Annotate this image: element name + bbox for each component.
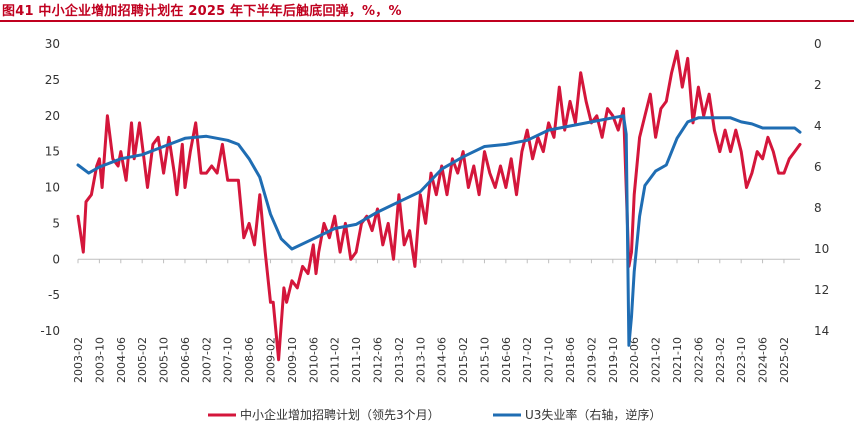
y-left-tick-label: 20 bbox=[45, 109, 60, 123]
series-line-u3-unemployment bbox=[76, 114, 802, 347]
legend-label-blue: U3失业率（右轴，逆序） bbox=[525, 407, 661, 422]
x-tick-label: 2009-10 bbox=[286, 337, 299, 383]
x-tick-label: 2009-02 bbox=[265, 337, 278, 383]
series-line-hiring-plans bbox=[76, 49, 802, 362]
series-lines bbox=[76, 49, 802, 362]
x-tick-label: 2017-02 bbox=[521, 337, 534, 383]
x-tick-label: 2024-06 bbox=[757, 337, 770, 383]
x-tick-label: 2003-02 bbox=[72, 337, 85, 383]
x-tick-label: 2019-02 bbox=[585, 337, 598, 383]
x-tick-label: 2023-10 bbox=[735, 337, 748, 383]
x-tick-label: 2010-06 bbox=[307, 337, 320, 383]
y-right-tick-label: 6 bbox=[814, 160, 822, 174]
x-tick-label: 2007-02 bbox=[200, 337, 213, 383]
y-right-tick-label: 14 bbox=[814, 324, 829, 338]
x-tick-label: 2004-06 bbox=[115, 337, 128, 383]
x-tick-label: 2005-10 bbox=[158, 337, 171, 383]
x-tick-label: 2016-06 bbox=[500, 337, 513, 383]
y-right-tick-label: 10 bbox=[814, 242, 829, 256]
x-tick-label: 2017-10 bbox=[543, 337, 556, 383]
y-right-tick-label: 0 bbox=[814, 37, 822, 51]
y-left-tick-label: 15 bbox=[45, 145, 60, 159]
x-tick-label: 2021-10 bbox=[671, 337, 684, 383]
x-tick-label: 2011-10 bbox=[350, 337, 363, 383]
y-right-tick-label: 2 bbox=[814, 78, 822, 92]
x-tick-label: 2018-06 bbox=[564, 337, 577, 383]
axes: -10 -5 0 5 10 15 20 25 30 0 2 4 6 8 10 12 14 2003-02 2003-… bbox=[40, 37, 829, 383]
x-tick-label: 2014-06 bbox=[436, 337, 449, 383]
y-left-tick-label: 5 bbox=[52, 216, 60, 230]
y-left-tick-label: -5 bbox=[48, 288, 60, 302]
legend-label-red: 中小企业增加招聘计划（领先3个月） bbox=[240, 407, 440, 422]
x-tick-label: 2015-10 bbox=[478, 337, 491, 383]
x-tick-label: 2022-06 bbox=[692, 337, 705, 383]
y-left-tick-label: 30 bbox=[45, 37, 60, 51]
x-tick-label: 2012-06 bbox=[371, 337, 384, 383]
y-left-tick-label: -10 bbox=[40, 324, 60, 338]
y-right-tick-label: 12 bbox=[814, 283, 829, 297]
title-rule bbox=[0, 20, 854, 22]
x-tick-label: 2019-10 bbox=[607, 337, 620, 383]
y-left-tick-label: 25 bbox=[45, 73, 60, 87]
x-tick-label: 2013-10 bbox=[414, 337, 427, 383]
x-tick-label: 2011-02 bbox=[329, 337, 342, 383]
x-tick-label: 2006-06 bbox=[179, 337, 192, 383]
y-left-tick-label: 10 bbox=[45, 181, 60, 195]
y-right-tick-label: 4 bbox=[814, 119, 822, 133]
x-tick-label: 2008-06 bbox=[243, 337, 256, 383]
x-tick-label: 2025-02 bbox=[778, 337, 791, 383]
x-tick-label: 2007-10 bbox=[222, 337, 235, 383]
x-tick-label: 2023-02 bbox=[714, 337, 727, 383]
x-tick-label: 2005-02 bbox=[136, 337, 149, 383]
y-right-tick-label: 8 bbox=[814, 201, 822, 215]
x-tick-label: 2015-02 bbox=[457, 337, 470, 383]
x-tick-label: 2013-02 bbox=[393, 337, 406, 383]
y-left-tick-label: 0 bbox=[52, 252, 60, 266]
legend: 中小企业增加招聘计划（领先3个月） U3失业率（右轴，逆序） bbox=[208, 407, 661, 422]
x-tick-label: 2021-02 bbox=[650, 337, 663, 383]
chart-title: 图41 中小企业增加招聘计划在 2025 年下半年后触底回弹，%，% bbox=[2, 4, 402, 19]
x-tick-label: 2003-10 bbox=[93, 337, 106, 383]
x-tick-label: 2020-06 bbox=[628, 337, 641, 383]
